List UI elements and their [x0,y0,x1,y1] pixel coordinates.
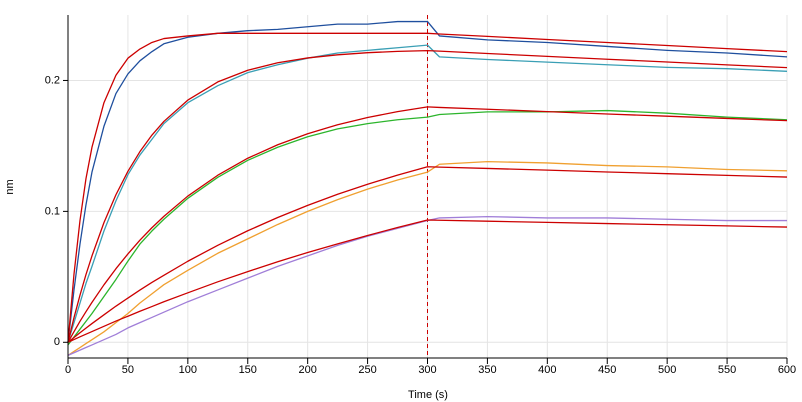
data-line [67,32,788,343]
data-line [67,215,787,356]
x-tick-label: 150 [239,364,257,376]
data-line [67,219,788,343]
x-tick-label: 600 [778,364,796,376]
x-tick-label: 550 [718,364,736,376]
data-line [67,44,788,343]
x-tick-label: 0 [65,364,71,376]
data-line [67,20,788,343]
data-line [67,109,788,346]
x-tick-label: 300 [418,364,436,376]
x-axis-title: Time (s) [408,389,448,401]
x-tick-label: 500 [658,364,676,376]
x-tick-label: 350 [478,364,496,376]
x-tick-label: 400 [538,364,556,376]
x-tick-label: 50 [122,364,134,376]
y-tick-label: 0.2 [45,74,60,86]
x-tick-label: 100 [179,364,197,376]
x-tick-label: 200 [298,364,316,376]
plot-area [67,15,788,358]
y-axis-title: nm [4,179,16,194]
x-tick-label: 450 [598,364,616,376]
y-tick-label: 0 [54,336,60,348]
data-line [67,106,788,343]
data-line [67,160,788,356]
data-line [67,166,788,343]
x-tick-label: 250 [358,364,376,376]
y-tick-label: 0.1 [45,205,60,217]
data-line [67,49,788,343]
grid [67,15,788,358]
